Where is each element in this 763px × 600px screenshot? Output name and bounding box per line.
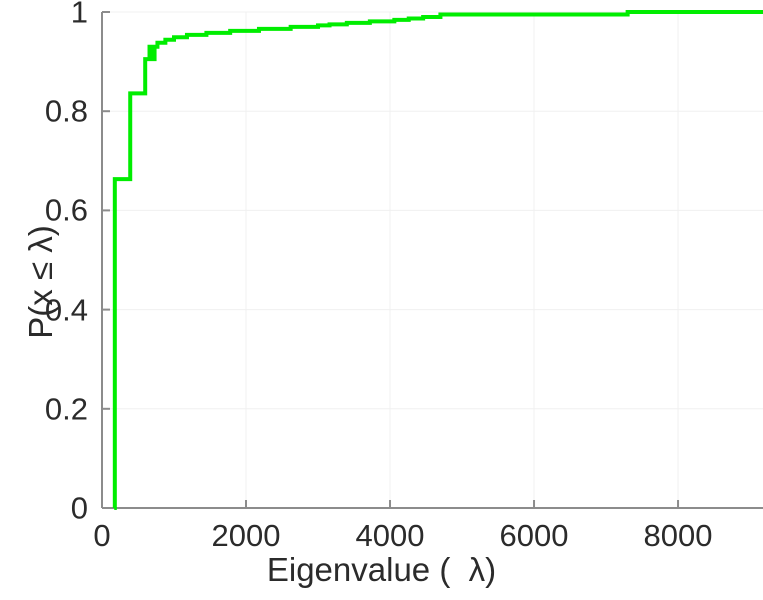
y-tick-label: 1: [70, 0, 88, 30]
axis-lines: [101, 12, 763, 509]
gridlines: [102, 11, 763, 508]
x-tick-label: 6000: [499, 518, 569, 553]
data-series-group: [112, 10, 763, 510]
axis-tick-marks: [101, 11, 680, 509]
y-tick-label: 0.4: [44, 292, 88, 328]
x-tick-label: 2000: [211, 518, 281, 553]
y-tick-label: 0.6: [44, 192, 88, 228]
x-tick-label: 8000: [643, 518, 713, 553]
x-tick-label: 0: [93, 518, 111, 553]
x-tick-label: 4000: [355, 518, 425, 553]
y-tick-label: 0: [70, 490, 88, 526]
x-axis-title: Eigenvalue ( λ): [266, 551, 497, 588]
y-tick-label: 0.2: [44, 391, 88, 427]
series-line-0: [112, 10, 763, 510]
y-tick-label: 0.8: [44, 93, 88, 129]
